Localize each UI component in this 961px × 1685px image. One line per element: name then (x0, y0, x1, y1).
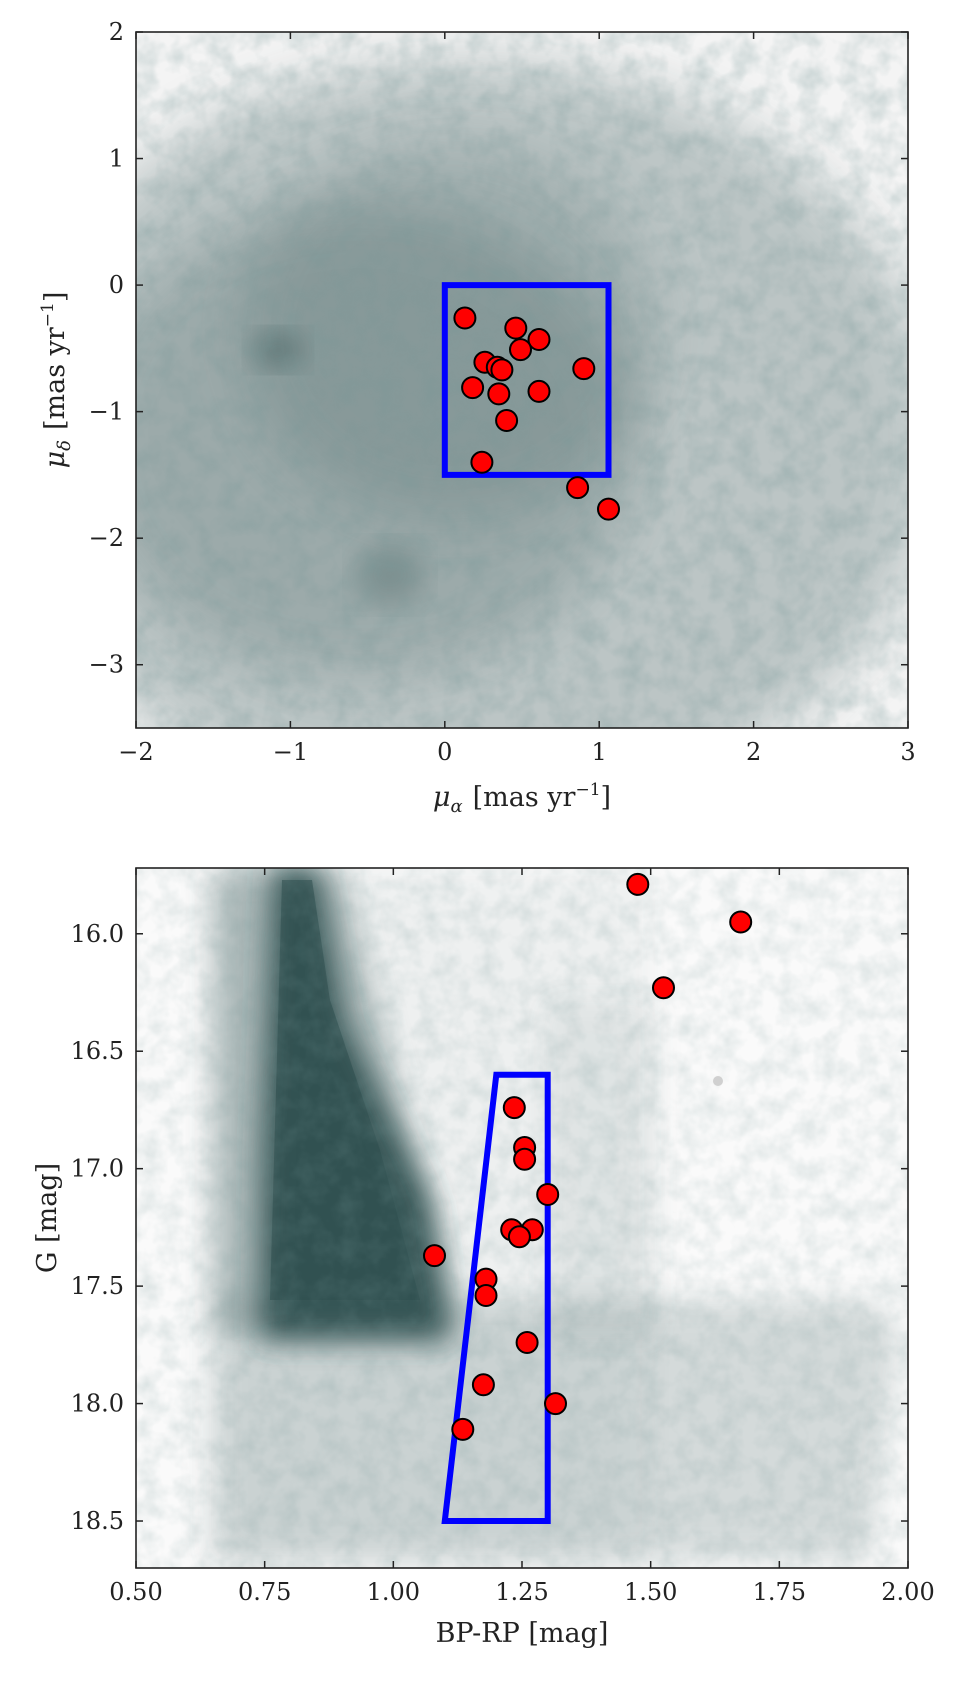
top-axes-frame (135, 31, 909, 729)
top-member-point (453, 306, 477, 330)
top-y-axis-label: μδ[mas yr−1] (38, 292, 75, 469)
bottom-member-point (515, 1331, 539, 1354)
top-member-point (504, 316, 528, 340)
top-member-point (487, 382, 511, 406)
faint-field-star (713, 1076, 723, 1086)
bottom-x-tick-label: 2.00 (881, 1578, 934, 1606)
top-member-point (572, 357, 596, 381)
top-member-point (461, 376, 485, 400)
top-x-tick-label: −1 (273, 738, 308, 766)
top-member-point (490, 358, 514, 382)
top-y-tick-label: −1 (89, 398, 124, 426)
top-member-point (495, 409, 519, 432)
top-member-point (527, 328, 551, 351)
field-density-background-cmd (136, 868, 908, 1568)
bottom-member-point (652, 976, 675, 1000)
bottom-member-point (423, 1244, 446, 1268)
bottom-selection-box (441, 1071, 551, 1524)
bottom-y-tick-label: 16.0 (71, 920, 124, 948)
bottom-member-point (451, 1417, 475, 1441)
top-y-tick-label: −3 (89, 651, 124, 679)
bottom-member-point (729, 910, 753, 934)
bottom-member-point (502, 1096, 526, 1120)
top-x-tick-label: 0 (437, 738, 452, 766)
bottom-y-tick-label: 17.5 (71, 1272, 124, 1300)
top-member-point (470, 450, 494, 474)
bottom-member-point (536, 1183, 560, 1206)
top-member-point (566, 476, 590, 500)
field-density-background (136, 32, 908, 728)
bottom-member-point (626, 872, 650, 896)
bottom-x-tick-label: 0.75 (238, 1578, 291, 1606)
bottom-x-tick-label: 1.50 (624, 1578, 677, 1606)
bottom-y-axis-label: G [mag] (32, 1163, 63, 1273)
top-member-point (527, 379, 551, 403)
bottom-x-tick-label: 1.25 (495, 1578, 548, 1606)
top-member-point (597, 497, 620, 521)
bottom-y-tick-label: 16.5 (71, 1037, 124, 1065)
top-x-tick-label: 3 (900, 738, 915, 766)
bottom-y-tick-label: 17.0 (71, 1155, 124, 1183)
proper-motion-panel: −2 −1 0 1 2 3 −3 −2 −1 0 1 2 μα [mas yr−1] μδ[mas yr… (38, 18, 916, 817)
top-y-tick-label: 0 (109, 271, 124, 299)
top-y-tick-label: −2 (89, 524, 124, 552)
bottom-y-tick-label: 18.0 (71, 1390, 124, 1418)
bottom-member-point (544, 1392, 567, 1416)
bottom-member-point (471, 1373, 495, 1397)
bottom-member-point (474, 1284, 498, 1307)
bottom-member-point (513, 1147, 537, 1171)
bottom-member-point (507, 1225, 531, 1249)
top-x-axis-label: μα [mas yr−1] (433, 780, 611, 817)
bottom-x-tick-label: 1.75 (753, 1578, 806, 1606)
bottom-x-tick-label: 0.50 (109, 1578, 162, 1606)
bottom-x-tick-label: 1.00 (367, 1578, 420, 1606)
top-x-tick-label: 1 (592, 738, 607, 766)
top-y-tick-label: 1 (109, 145, 124, 173)
color-magnitude-panel: 0.50 0.75 1.00 1.25 1.50 1.75 2.00 16.0 16.5 17.0… (32, 867, 935, 1649)
top-y-tick-label: 2 (109, 18, 124, 46)
top-member-point (509, 338, 532, 362)
bottom-x-axis-label: BP-RP [mag] (436, 1618, 609, 1649)
top-selection-box (441, 282, 612, 478)
top-x-tick-label: −2 (118, 738, 153, 766)
top-x-tick-label: 2 (746, 738, 761, 766)
bottom-y-tick-label: 18.5 (71, 1507, 124, 1535)
